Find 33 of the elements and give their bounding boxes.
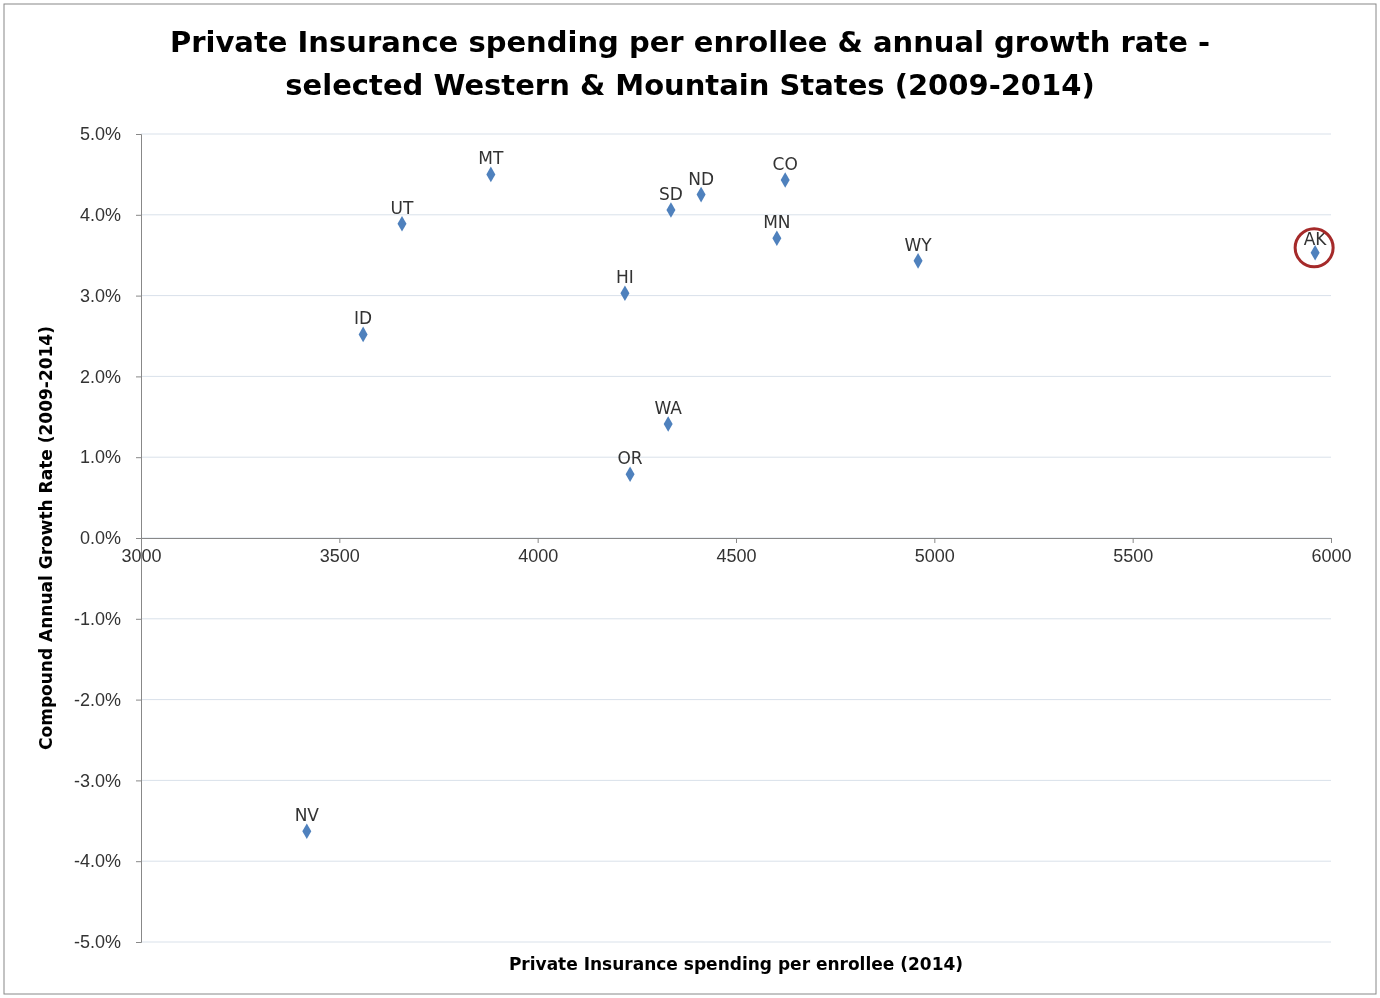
y-tick-label: 1.0% — [79, 447, 121, 468]
x-tick-label: 4500 — [716, 546, 757, 566]
series-label: ND — [688, 168, 714, 189]
annotation: AK — [1303, 228, 1328, 249]
chart-title: Private Insurance spending per enrollee & annual growth rate - selected Western & Mountain States (2009-2014) — [169, 25, 1211, 102]
x-tick-label: 4000 — [518, 546, 559, 566]
y-axis-title: Compound Annual Growth Rate (2009-2014) — [36, 326, 56, 750]
series-label: MT — [478, 148, 504, 169]
y-tick-label: 0.0% — [79, 528, 121, 549]
series-label: UT — [390, 197, 415, 218]
series-label: ID — [354, 308, 373, 329]
y-tick-label: -4.0% — [73, 851, 121, 872]
y-tick-label: 3.0% — [79, 285, 121, 306]
y-tick-label: -2.0% — [73, 689, 121, 710]
series-label: WY — [904, 234, 933, 255]
x-tick-label: 3500 — [319, 546, 360, 566]
y-tick-label: 5.0% — [79, 124, 121, 145]
y-tick-label: -3.0% — [73, 770, 121, 791]
series-label: NV — [294, 805, 320, 826]
series-label: CO — [772, 154, 798, 175]
x-tick-label: 5000 — [914, 546, 955, 566]
y-tick-label: -5.0% — [73, 932, 121, 953]
y-tick-label: -1.0% — [73, 609, 121, 630]
y-tick-label: 2.0% — [79, 366, 121, 387]
x-tick-label: 6000 — [1311, 546, 1352, 566]
series-label: MN — [763, 212, 791, 233]
series-label: SD — [659, 183, 683, 204]
series-label: OR — [617, 448, 643, 469]
x-tick-label: 5500 — [1113, 546, 1154, 566]
y-tick-label: 4.0% — [79, 205, 121, 226]
series-label: HI — [616, 267, 634, 288]
x-axis-title: Private Insurance spending per enrollee (2014) — [508, 954, 964, 974]
series-label: WA — [654, 398, 683, 419]
